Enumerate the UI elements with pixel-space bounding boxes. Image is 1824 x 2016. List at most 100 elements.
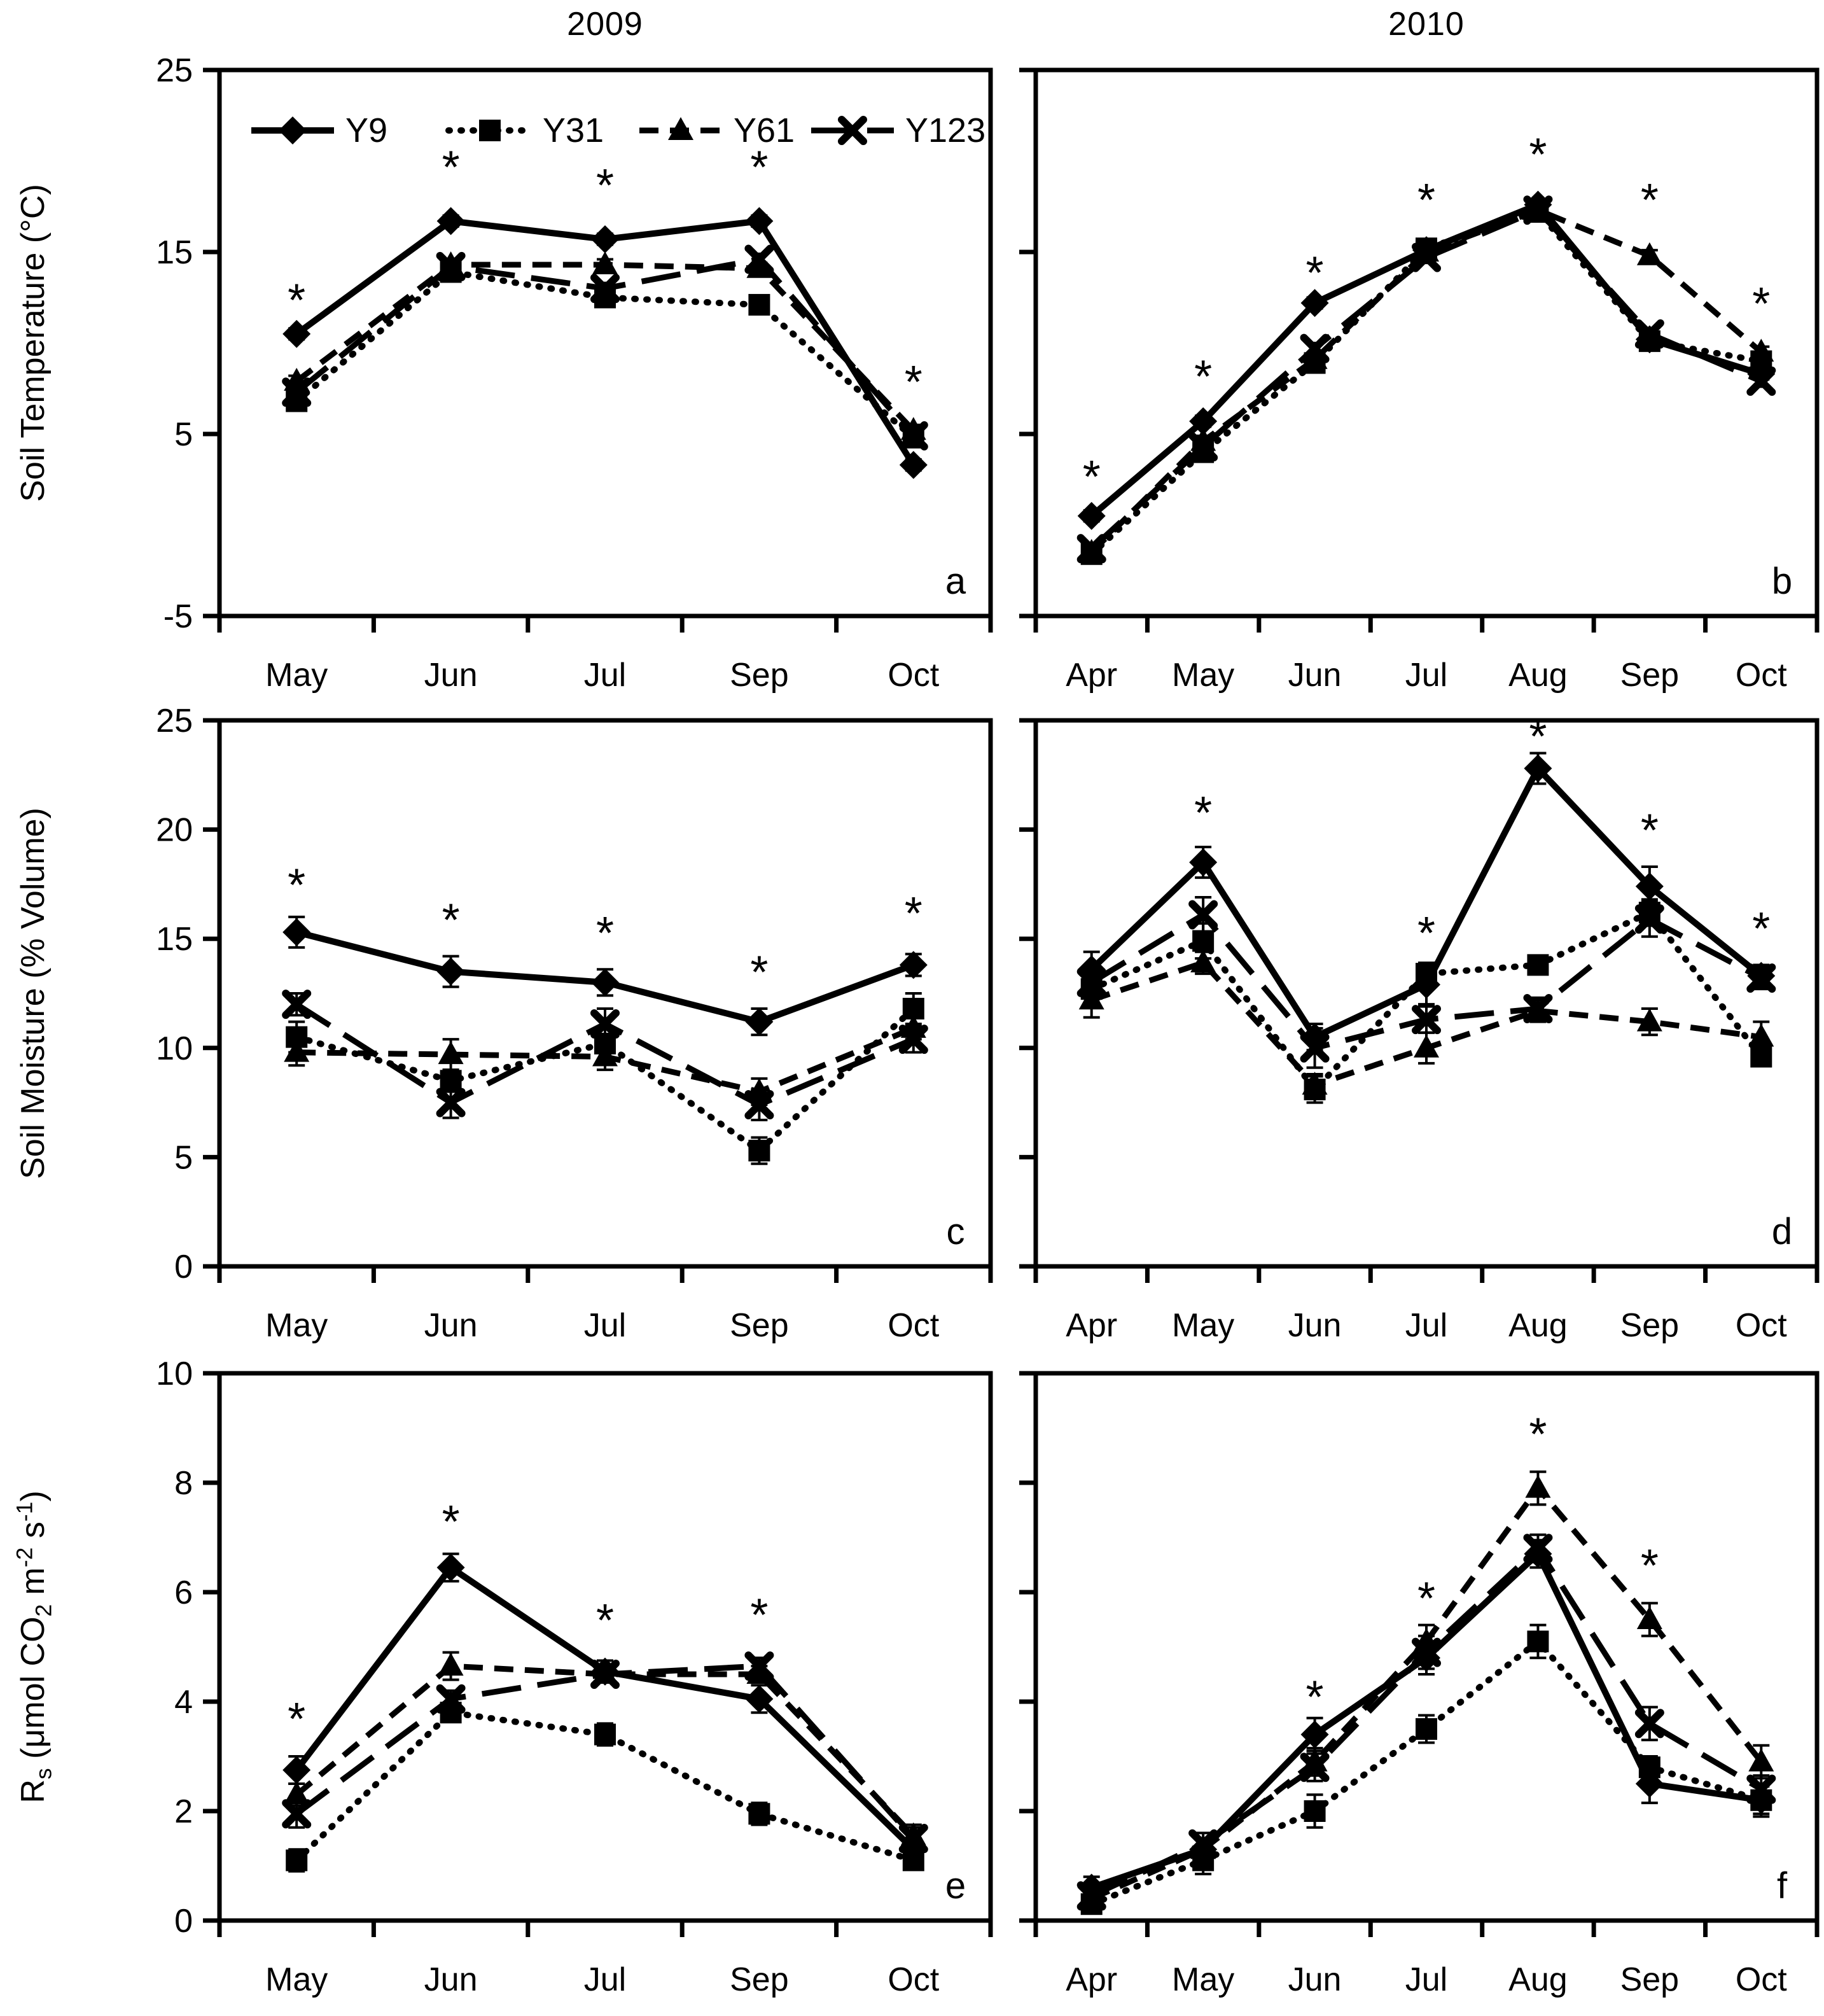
series-Y31-square-marker — [902, 1849, 924, 1872]
rs-label-m-exponent: -2 — [12, 1547, 38, 1568]
series-Y9-diamond-marker — [1635, 872, 1664, 900]
rs-label-close: ) — [15, 1490, 52, 1502]
series-Y31-line — [293, 1005, 917, 1155]
x-tick-label-jul: Jul — [1405, 1961, 1447, 1998]
y-tick-label: 5 — [174, 1139, 193, 1176]
plot-border — [217, 67, 993, 619]
significance-asterisk: * — [1306, 1672, 1324, 1723]
rs-label-s-exponent: -1 — [12, 1501, 38, 1522]
series-Y123-x-marker — [282, 1799, 312, 1829]
rs-label-unit-open: (μmol CO — [15, 1616, 52, 1768]
x-tick-label-jul: Jul — [584, 1307, 626, 1344]
series-Y61-triangle-marker — [284, 1039, 310, 1062]
series-Y61-triangle-marker — [284, 1781, 310, 1805]
series-Y31-square-marker — [594, 1723, 616, 1746]
panel-b-chart: Apr May Jun Jul Aug Sep Oct * * * * * * * b — [1019, 67, 1820, 694]
x-tick-label-jun: Jun — [424, 1307, 478, 1344]
series-Y9-diamond-marker — [899, 451, 928, 479]
significance-asterisk: * — [1529, 1410, 1547, 1460]
panel-c-chart: 0 5 10 15 20 25 May Jun Jul Sep Oct * * * * * c — [156, 703, 993, 1344]
significance-asterisk: * — [1417, 1574, 1435, 1625]
legend-label-Y9: Y9 — [345, 111, 387, 150]
y-tick-label: 8 — [174, 1465, 193, 1502]
significance-asterisk: * — [288, 275, 305, 326]
panel-letter-d: d — [1772, 1211, 1792, 1252]
x-tick-label-jun: Jun — [424, 1961, 478, 1998]
rs-label-s-subscript: s — [31, 1768, 57, 1780]
legend-label-Y31: Y31 — [543, 111, 604, 150]
panel-letter-e: e — [945, 1865, 966, 1907]
series-Y31-square-marker — [748, 1140, 770, 1162]
series-Y61-triangle-marker — [592, 1043, 618, 1067]
series-Y123-x-marker — [898, 1824, 928, 1853]
legend-label-Y61: Y61 — [734, 111, 795, 150]
significance-asterisk: * — [1529, 711, 1547, 762]
series-Y123-x-marker — [1746, 1774, 1776, 1804]
series-Y31-square-marker — [1416, 963, 1437, 985]
significance-asterisk: * — [442, 143, 460, 193]
significance-asterisk: * — [905, 888, 922, 939]
column-title-2010: 2010 — [1388, 6, 1465, 43]
series-Y61-triangle-marker — [1302, 346, 1328, 369]
x-tick-label-jun: Jun — [1288, 657, 1342, 694]
significance-asterisk: * — [442, 895, 460, 946]
series-Y123-x-marker — [1746, 963, 1776, 993]
series-Y123-x-marker — [1300, 333, 1330, 363]
series-Y123-x-marker — [1634, 1709, 1664, 1739]
series-Y61-triangle-marker — [1636, 1008, 1662, 1032]
series-Y123-x-marker — [436, 1088, 466, 1117]
series-Y123-x-marker — [1412, 1005, 1441, 1035]
significance-asterisk: * — [1641, 806, 1659, 857]
x-tick-label-sep: Sep — [1620, 1961, 1680, 1998]
series-Y31-square-marker — [1304, 1800, 1326, 1822]
x-tick-label-sep: Sep — [1620, 1307, 1680, 1344]
x-tick-label-oct: Oct — [888, 1307, 939, 1344]
x-tick-label-oct: Oct — [1736, 657, 1787, 694]
plot-border — [217, 1371, 993, 1923]
series-Y123-x-marker — [590, 274, 620, 304]
legend-Y31-square-marker — [479, 120, 501, 141]
legend-Y123-x-marker — [838, 116, 867, 145]
y-tick-label: 6 — [174, 1574, 193, 1611]
series-Y123-x-marker — [1076, 534, 1106, 564]
series-Y61-triangle-marker — [1414, 1034, 1439, 1058]
series-Y123-x-marker — [282, 377, 312, 407]
series-Y61-triangle-marker — [1302, 1072, 1328, 1095]
significance-asterisk: * — [1194, 351, 1212, 402]
x-tick-label-sep: Sep — [730, 1961, 789, 1998]
significance-asterisk: * — [1417, 175, 1435, 226]
series-Y9-diamond-marker — [436, 1553, 465, 1582]
significance-asterisk: * — [442, 1497, 460, 1548]
rs-label-co2-subscript: 2 — [31, 1604, 57, 1617]
series-Y9-diamond-marker — [1524, 754, 1552, 783]
panel-letter-b: b — [1772, 561, 1792, 602]
significance-asterisk: * — [905, 357, 922, 408]
series-Y31-square-marker — [1527, 1630, 1549, 1653]
series-Y123-x-marker — [1300, 1033, 1330, 1063]
y-tick-label: 10 — [156, 1030, 193, 1067]
series-Y123-x-marker — [1523, 195, 1553, 225]
series-Y123-x-marker — [1076, 967, 1106, 997]
significance-asterisk: * — [596, 160, 614, 211]
series-Y9-diamond-marker — [282, 319, 311, 348]
significance-asterisk: * — [596, 1595, 614, 1646]
series-Y9-diamond-marker — [282, 1756, 311, 1784]
y-tick-label: 5 — [174, 416, 193, 453]
series-Y31-square-marker — [286, 1849, 308, 1872]
significance-asterisk: * — [750, 143, 768, 193]
series-Y61-triangle-marker — [1748, 1023, 1774, 1047]
series-Y123-x-marker — [1412, 1637, 1441, 1667]
series-Y123-x-marker — [1188, 900, 1218, 930]
y-tick-label: 10 — [156, 1355, 193, 1392]
series-Y9-diamond-marker — [1189, 407, 1218, 435]
significance-asterisk: * — [596, 908, 614, 959]
series-Y123-x-marker — [1188, 1829, 1218, 1859]
significance-asterisk: * — [1194, 788, 1212, 839]
x-tick-label-aug: Aug — [1508, 1961, 1568, 1998]
series-Y61-triangle-marker — [1748, 1748, 1774, 1772]
series-Y123-x-marker — [1634, 319, 1664, 349]
y-tick-label: 2 — [174, 1793, 193, 1830]
series-Y123-x-marker — [1523, 1534, 1553, 1564]
significance-asterisk: * — [1083, 452, 1101, 503]
series-Y123-x-marker — [1076, 1881, 1106, 1911]
